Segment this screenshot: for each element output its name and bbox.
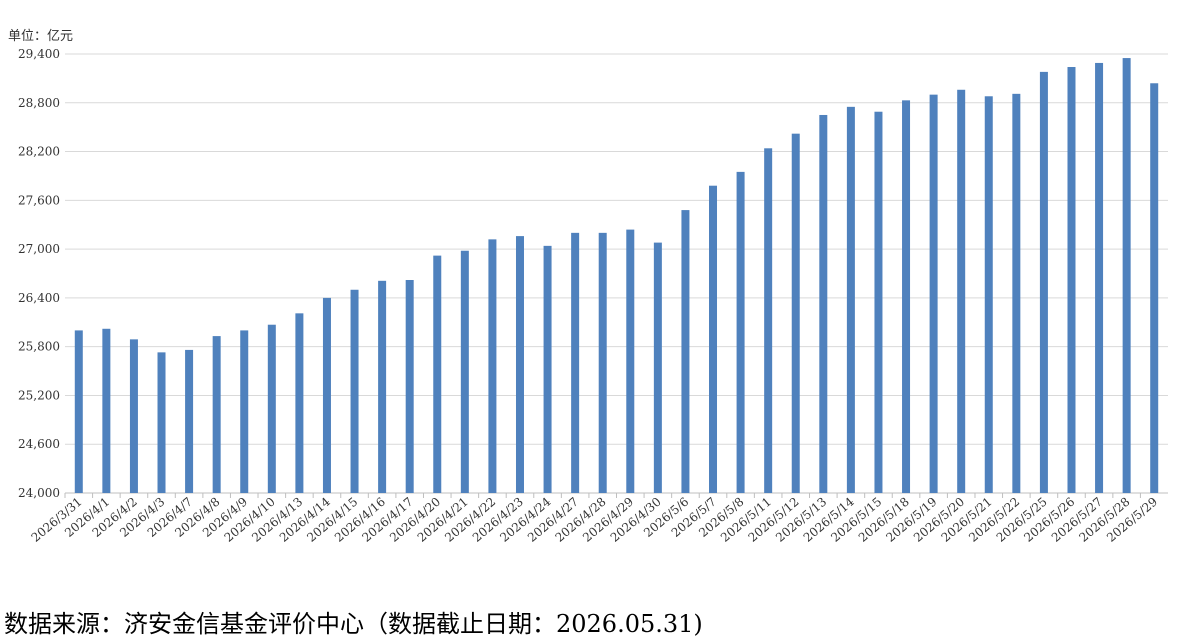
bar [1012, 93, 1021, 494]
bar [736, 171, 745, 493]
bar [405, 280, 414, 493]
bar [902, 100, 911, 493]
bar [350, 289, 359, 493]
bar [929, 94, 938, 494]
bar [626, 229, 635, 493]
bar [185, 349, 194, 493]
y-tick-label: 28,800 [18, 96, 60, 110]
y-tick-label: 24,600 [18, 437, 60, 451]
unit-label: 单位：亿元 [8, 29, 73, 44]
bar [460, 250, 469, 493]
bar [129, 339, 138, 493]
bar [764, 148, 773, 493]
bar [681, 210, 690, 494]
bar [846, 106, 855, 493]
bar [1122, 58, 1131, 493]
bar [653, 242, 662, 493]
bar [378, 280, 387, 493]
bar [433, 255, 442, 493]
bar [1150, 83, 1159, 494]
y-tick-label: 25,800 [18, 340, 60, 354]
bar [295, 313, 304, 493]
bar [957, 89, 966, 493]
bar [819, 114, 828, 493]
bar [1067, 67, 1076, 493]
bar [515, 236, 524, 493]
y-tick-label: 26,400 [18, 291, 60, 305]
y-tick-label: 24,000 [18, 486, 60, 500]
y-tick-label: 25,200 [18, 388, 60, 402]
y-tick-label: 27,600 [18, 193, 60, 207]
bar [984, 96, 993, 493]
bar [212, 336, 221, 493]
bar [1095, 62, 1104, 493]
bar [598, 232, 607, 493]
bar [322, 297, 331, 493]
bar [791, 133, 800, 494]
bar [1039, 71, 1048, 493]
bar [74, 330, 83, 493]
source-note: 数据来源：济安金信基金评价中心（数据截止日期：2026.05.31) [4, 610, 703, 638]
bar [267, 324, 276, 493]
bar [488, 239, 497, 493]
bar [102, 328, 111, 493]
bar [571, 232, 580, 493]
y-tick-label: 27,000 [18, 242, 60, 256]
bar [157, 352, 166, 493]
bar [240, 330, 249, 493]
bar [874, 111, 883, 493]
bar [709, 185, 718, 493]
y-tick-label: 28,200 [18, 145, 60, 159]
bar [543, 245, 552, 493]
y-tick-label: 29,400 [18, 47, 60, 61]
